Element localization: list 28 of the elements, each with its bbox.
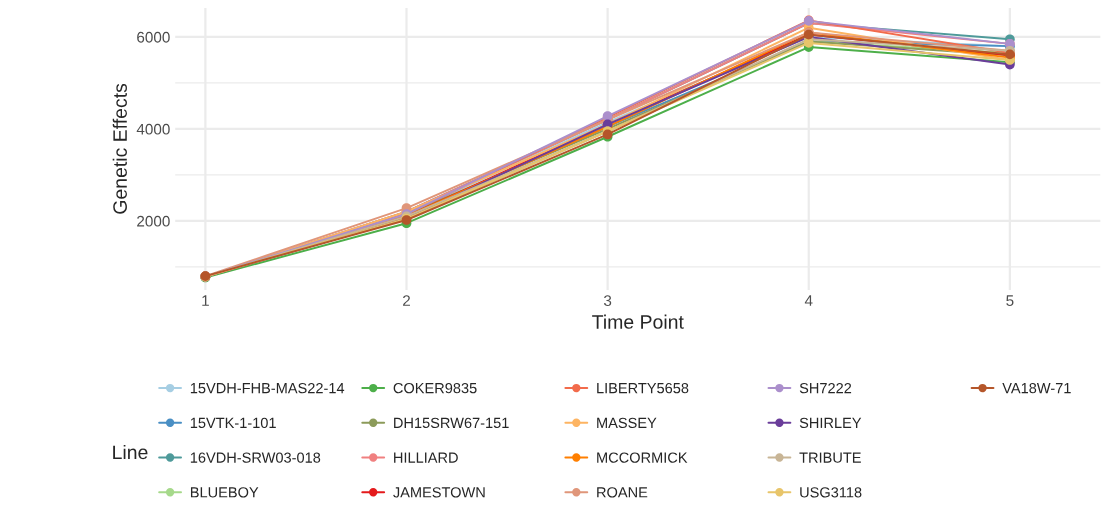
legend-title: Line bbox=[113, 444, 148, 460]
legend-label: TRIBUTE bbox=[799, 452, 861, 463]
legend-label: 15VDH-FHB-MAS22-14 bbox=[190, 382, 345, 394]
y-tick-label: 6000 bbox=[137, 31, 170, 43]
x-tick-label: 3 bbox=[603, 295, 612, 307]
legend-label: SH7222 bbox=[799, 382, 852, 394]
legend-label: COKER9835 bbox=[393, 382, 477, 394]
y-axis-title: Genetic Effects bbox=[112, 83, 127, 214]
legend-label: MASSEY bbox=[597, 417, 657, 429]
legend-label: JAMESTOWN bbox=[393, 487, 485, 498]
x-tick-label: 1 bbox=[202, 295, 209, 306]
legend-label: USG3118 bbox=[800, 487, 862, 498]
x-tick-label: 2 bbox=[403, 295, 410, 306]
x-tick-label: 4 bbox=[804, 295, 813, 306]
legend-label: LIBERTY5658 bbox=[597, 382, 689, 394]
legend-label: 16VDH-SRW03-018 bbox=[190, 452, 321, 463]
y-tick-label: 2000 bbox=[137, 215, 170, 227]
legend-label: MCCORMICK bbox=[597, 452, 688, 463]
legend-label: SHIRLEY bbox=[799, 417, 862, 429]
x-tick-label: 5 bbox=[1006, 295, 1014, 307]
legend-label: HILLIARD bbox=[394, 452, 458, 463]
x-axis-title: Time Point bbox=[592, 314, 684, 329]
legend-label: VA18W-71 bbox=[1002, 382, 1071, 394]
legend-label: ROANE bbox=[597, 487, 648, 498]
legend-label: DH15SRW67-151 bbox=[394, 417, 509, 429]
legend-label: 15VTK-1-101 bbox=[190, 417, 276, 429]
y-tick-label: 4000 bbox=[136, 123, 170, 135]
legend-label: BLUEBOY bbox=[190, 487, 259, 498]
